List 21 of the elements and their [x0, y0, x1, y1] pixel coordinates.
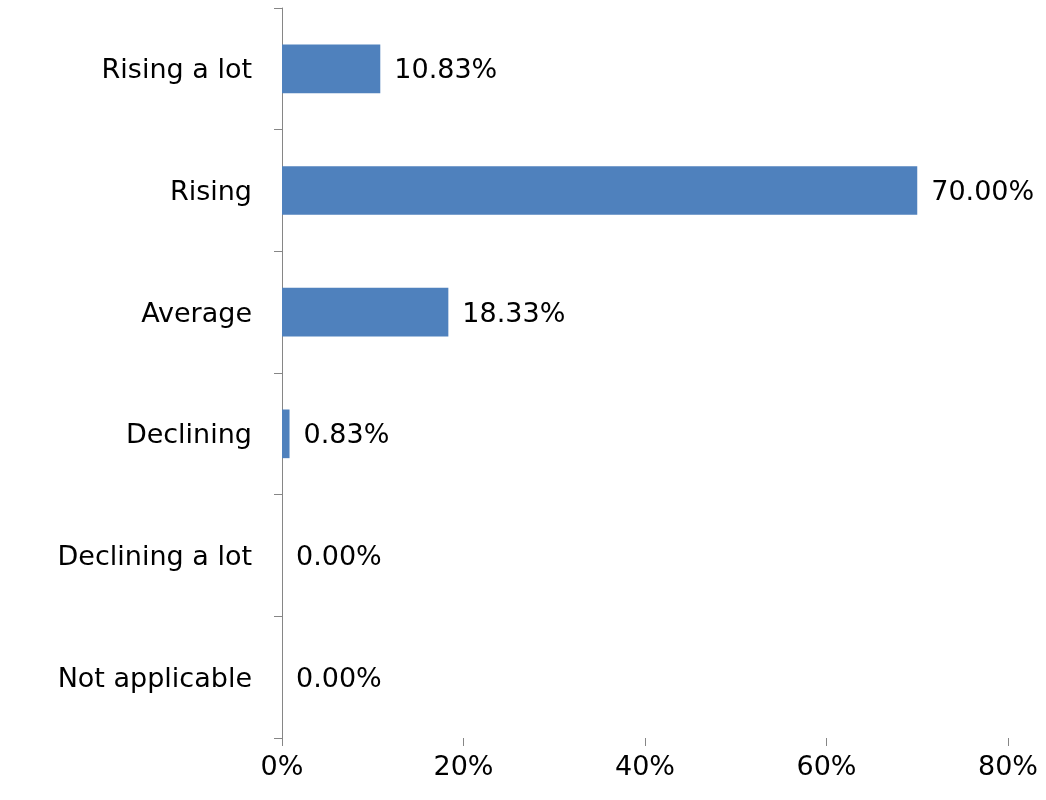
data-label: 18.33% — [462, 296, 566, 328]
data-label: 10.83% — [394, 53, 498, 85]
bar — [282, 166, 918, 215]
bar — [282, 287, 449, 337]
y-tick-label: Rising — [169, 175, 252, 206]
x-tick-label: 40% — [614, 750, 676, 781]
data-label: 0.83% — [303, 418, 390, 450]
y-tick-label: Declining — [125, 418, 252, 450]
x-tick-label: 20% — [433, 750, 494, 781]
y-tick-label: Rising a lot — [101, 53, 252, 85]
data-label: 70.00% — [931, 175, 1035, 206]
y-tick-label: Declining a lot — [57, 540, 252, 571]
y-tick-label: Not applicable — [57, 661, 252, 693]
bar — [282, 44, 381, 94]
x-tick-label: 60% — [796, 750, 857, 781]
data-label: 0.00% — [296, 661, 382, 693]
x-tick-label: 80% — [977, 750, 1039, 781]
x-tick-label: 0% — [260, 750, 304, 781]
bar — [282, 409, 290, 459]
data-label: 0.00% — [296, 540, 382, 571]
y-tick-label: Average — [141, 296, 252, 328]
